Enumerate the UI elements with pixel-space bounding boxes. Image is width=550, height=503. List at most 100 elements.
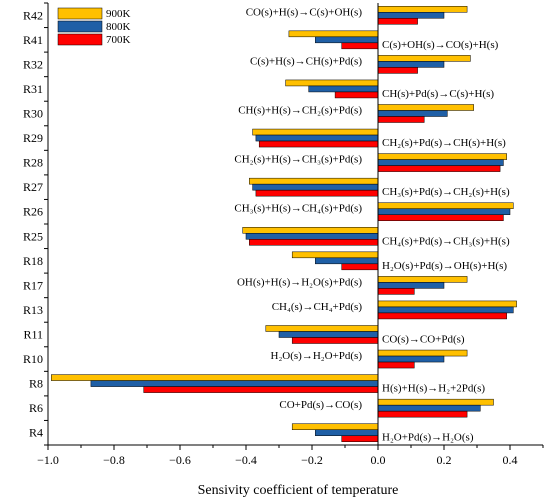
bar-group-r32 (377, 55, 471, 74)
bar-group-r41 (288, 30, 379, 50)
bar-r25-700k (249, 239, 379, 246)
bar-r10-700k (377, 361, 415, 369)
category-label: R10 (23, 352, 43, 366)
x-tick-label: −0.8 (103, 453, 125, 467)
bar-r41-800k (315, 36, 379, 44)
bar-r18-900k (291, 251, 379, 259)
bar-r13-700k (377, 312, 507, 320)
bar-r31-800k (308, 85, 379, 93)
bar-r29-800k (255, 134, 379, 142)
bar-r6-900k (377, 398, 494, 406)
bar-r42-700k (377, 18, 418, 25)
bar-r32-700k (377, 67, 418, 74)
bar-group-r17 (377, 276, 468, 295)
x-axis-title: Sensivity coefficient of temperature (198, 483, 399, 498)
legend-swatch-700k (57, 33, 103, 46)
reaction-label: CH₃(s)+H(s)→CH₄(s)+Pd(s) (234, 203, 362, 215)
bar-r30-700k (377, 116, 425, 123)
reaction-label: OH(s)+H(s)→H₂O(s)+Pd(s) (237, 276, 362, 288)
bar-group-r11 (265, 325, 379, 344)
bar-r10-900k (377, 349, 468, 357)
legend-label-900k: 900K (106, 8, 131, 20)
category-label: R25 (23, 229, 43, 243)
bar-r42-800k (377, 12, 445, 19)
reaction-label: H₂O(s)→H₂O+Pd(s) (271, 350, 363, 362)
legend-label-800k: 800K (106, 21, 131, 33)
category-label: R27 (23, 180, 43, 194)
bar-r29-700k (258, 140, 379, 148)
bar-r32-900k (377, 55, 471, 62)
bar-group-r30 (377, 104, 474, 123)
bar-group-r28 (377, 153, 507, 172)
bar-r13-900k (377, 300, 517, 308)
bar-r31-900k (285, 79, 379, 87)
x-tick-label: −0.6 (169, 453, 191, 467)
bar-r31-700k (334, 91, 379, 99)
legend-label-700k: 700K (106, 34, 131, 46)
bar-group-r10 (377, 349, 468, 369)
bar-r27-700k (255, 189, 379, 197)
bar-r10-800k (377, 355, 445, 363)
bar-r11-900k (265, 325, 379, 332)
category-label: R4 (29, 426, 43, 440)
x-tick-label: −0.2 (301, 453, 323, 467)
bar-r17-900k (377, 276, 468, 283)
category-label: R31 (23, 82, 43, 96)
reaction-label: CH(s)+H(s)→CH₂(s)+Pd(s) (238, 105, 362, 117)
bar-r30-800k (377, 110, 448, 117)
reaction-label: C(s)+H(s)→CH(s)+Pd(s) (250, 55, 362, 67)
reaction-label: CO+Pd(s)→CO(s) (279, 399, 362, 411)
category-label: R32 (23, 57, 43, 71)
reaction-label: CH₃(s)+Pd(s)→CH₂(s)+H(s) (382, 186, 510, 198)
bar-group-r8 (51, 374, 379, 393)
x-tick-label: −1.0 (37, 453, 59, 467)
x-tick-label: 0.2 (437, 453, 452, 467)
bar-r28-700k (377, 165, 501, 172)
bar-group-r18 (291, 251, 379, 271)
category-label: R6 (29, 401, 43, 415)
bar-group-r31 (285, 79, 379, 99)
category-label: R41 (23, 33, 43, 47)
bar-r26-900k (377, 202, 514, 209)
category-label: R11 (23, 328, 43, 342)
category-label: R26 (23, 205, 43, 219)
bar-r26-800k (377, 208, 511, 215)
reaction-label: C(s)+OH(s)→CO(s)+H(s) (382, 39, 499, 51)
bar-r30-900k (377, 104, 474, 111)
category-label: R17 (23, 278, 43, 292)
bar-r26-700k (377, 214, 504, 221)
bar-r28-800k (377, 159, 504, 166)
bar-group-r42 (377, 6, 468, 25)
bar-r27-800k (252, 183, 379, 191)
x-tick-label: 0.4 (503, 453, 518, 467)
bar-group-r4 (291, 423, 379, 442)
bar-r8-700k (143, 386, 379, 393)
category-label: R8 (29, 377, 43, 391)
bar-r8-800k (90, 380, 379, 387)
legend-swatch-800k (57, 20, 103, 33)
bar-r18-700k (341, 263, 379, 271)
bar-group-r6 (377, 398, 494, 418)
bar-r11-700k (291, 337, 379, 344)
bar-r18-800k (315, 257, 379, 265)
reaction-label: H₂O(s)+Pd(s)→OH(s)+H(s) (382, 260, 507, 272)
bar-r25-800k (245, 233, 379, 240)
x-tick-label: −0.4 (235, 453, 257, 467)
bar-r17-800k (377, 282, 445, 289)
bar-r17-700k (377, 288, 415, 295)
reaction-label: H(s)+H(s)→H₂+2Pd(s) (382, 383, 485, 395)
bar-r8-900k (51, 374, 379, 381)
reaction-label: CO(s)+H(s)→C(s)+OH(s) (246, 6, 363, 18)
reaction-label: CH₄(s)→CH₄+Pd(s) (272, 301, 363, 313)
reaction-label: H₂O+Pd(s)→H₂O(s) (382, 432, 474, 444)
reaction-label: CH(s)+Pd(s)→C(s)+H(s) (382, 88, 494, 100)
bar-r4-700k (341, 435, 379, 442)
bar-r42-900k (377, 6, 468, 13)
category-label: R42 (23, 8, 43, 22)
bar-r4-900k (291, 423, 379, 430)
bar-group-r27 (249, 177, 379, 197)
bar-r6-700k (377, 410, 468, 418)
bar-group-r26 (377, 202, 514, 221)
